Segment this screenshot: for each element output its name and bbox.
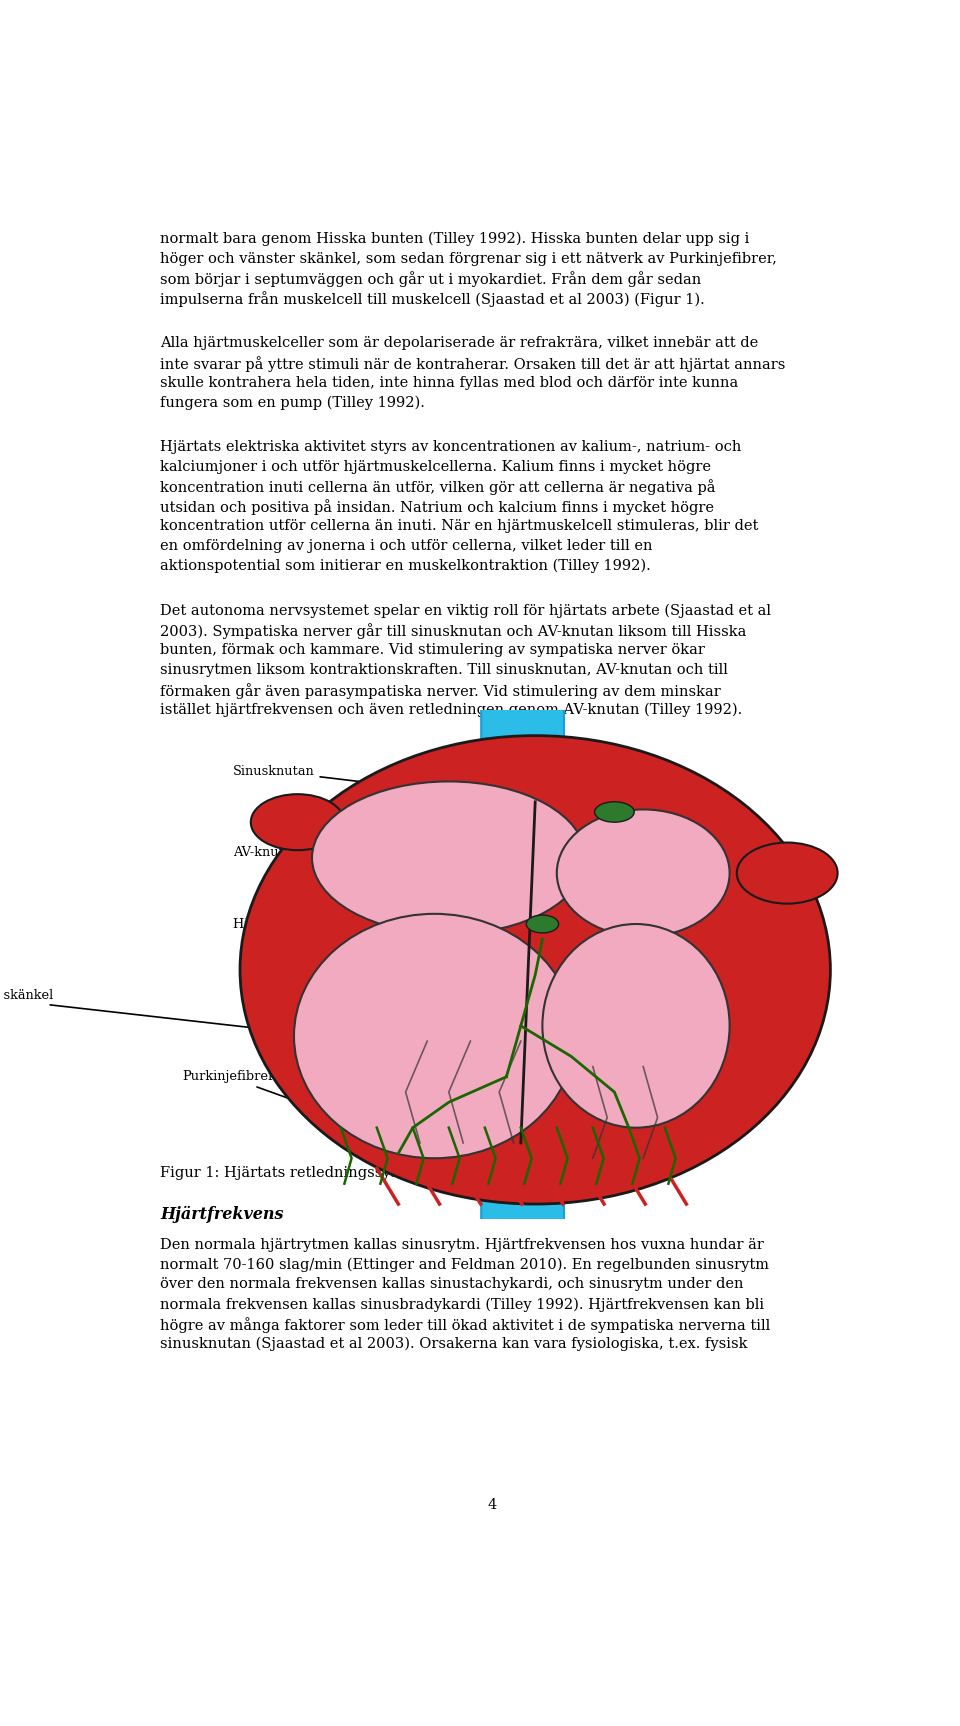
Text: förmaken går även parasympatiska nerver. Vid stimulering av dem minskar: förmaken går även parasympatiska nerver.… [160,683,721,699]
Text: Figur 1: Hjärtats retledningssystem. Teckning Joakim Eriksson.: Figur 1: Hjärtats retledningssystem. Tec… [160,1167,633,1181]
Text: högre av många faktorer som leder till ökad aktivitet i de sympatiska nerverna t: högre av många faktorer som leder till ö… [160,1317,771,1332]
Text: Hjärtats elektriska aktivitet styrs av koncentrationen av kalium-, natrium- och: Hjärtats elektriska aktivitet styrs av k… [160,440,741,454]
Text: aktionspotential som initierar en muskelkontraktion (Tilley 1992).: aktionspotential som initierar en muskel… [160,559,651,573]
Text: som börjar i septumväggen och går ut i myokardiet. Från dem går sedan: som börjar i septumväggen och går ut i m… [160,271,702,287]
Ellipse shape [240,735,830,1205]
Text: kalciumjoner i och utför hjärtmuskelcellerna. Kalium finns i mycket högre: kalciumjoner i och utför hjärtmuskelcell… [160,459,711,473]
Ellipse shape [737,842,837,904]
FancyBboxPatch shape [481,1136,564,1243]
Text: Hisska bunten: Hisska bunten [233,918,523,991]
Text: Den normala hjärtrytmen kallas sinusrytm. Hjärtfrekvensen hos vuxna hundar är: Den normala hjärtrytmen kallas sinusrytm… [160,1238,764,1251]
Ellipse shape [542,923,730,1127]
Text: normala frekvensen kallas sinusbradykardi (Tilley 1992). Hjärtfrekvensen kan bli: normala frekvensen kallas sinusbradykard… [160,1298,764,1312]
Ellipse shape [251,794,345,851]
Text: en omfördelning av jonerna i och utför cellerna, vilket leder till en: en omfördelning av jonerna i och utför c… [160,539,653,552]
Text: istället hjärtfrekvensen och även retledningen genom AV-knutan (Tilley 1992).: istället hjärtfrekvensen och även retled… [160,702,742,718]
Text: impulserna från muskelcell till muskelcell (Sjaastad et al 2003) (Figur 1).: impulserna från muskelcell till muskelce… [160,292,705,307]
Ellipse shape [312,782,586,934]
Text: Alla hjärtmuskelceller som är depolariserade är refrakтära, vilket innebär att d: Alla hjärtmuskelceller som är depolarise… [160,337,758,350]
Text: Det autonoma nervsystemet spelar en viktig roll för hjärtats arbete (Sjaastad et: Det autonoma nervsystemet spelar en vikt… [160,604,771,618]
Text: höger och vänster skänkel, som sedan förgrenar sig i ett nätverk av Purkinjefibr: höger och vänster skänkel, som sedan för… [160,252,777,266]
Text: Höger och vänster skänkel: Höger och vänster skänkel [0,989,502,1058]
Ellipse shape [294,913,575,1158]
Text: Sinusknutan: Sinusknutan [233,765,610,813]
Ellipse shape [557,809,730,937]
Text: Hjärtfrekvens: Hjärtfrekvens [160,1206,283,1224]
Text: över den normala frekvensen kallas sinustachykardi, och sinusrytm under den: över den normala frekvensen kallas sinus… [160,1277,744,1291]
Text: sinusrytmen liksom kontraktionskraften. Till sinusknutan, AV-knutan och till: sinusrytmen liksom kontraktionskraften. … [160,663,728,677]
Text: bunten, förmak och kammare. Vid stimulering av sympatiska nerver ökar: bunten, förmak och kammare. Vid stimuler… [160,644,705,658]
Text: skulle kontrahera hela tiden, inte hinna fyllas med blod och därför inte kunna: skulle kontrahera hela tiden, inte hinna… [160,376,738,390]
Text: fungera som en pump (Tilley 1992).: fungera som en pump (Tilley 1992). [160,395,425,409]
Text: inte svarar på yttre stimuli när de kontraherar. Orsaken till det är att hjärtat: inte svarar på yttre stimuli när de kont… [160,356,785,371]
Text: 2003). Sympatiska nerver går till sinusknutan och AV-knutan liksom till Hisska: 2003). Sympatiska nerver går till sinusk… [160,623,747,639]
FancyBboxPatch shape [481,687,564,784]
Text: normalt 70-160 slag/min (Ettinger and Feldman 2010). En regelbunden sinusrytm: normalt 70-160 slag/min (Ettinger and Fe… [160,1258,769,1272]
Text: Purkinjefibrer: Purkinjefibrer [182,1070,408,1143]
Text: AV-knutan: AV-knutan [233,846,538,923]
Text: koncentration inuti cellerna än utför, vilken gör att cellerna är negativa på: koncentration inuti cellerna än utför, v… [160,480,715,495]
Text: normalt bara genom Hisska bunten (Tilley 1992). Hisska bunten delar upp sig i: normalt bara genom Hisska bunten (Tilley… [160,231,750,247]
Ellipse shape [526,915,559,934]
Text: 4: 4 [488,1498,496,1512]
Ellipse shape [594,803,635,822]
Text: sinusknutan (Sjaastad et al 2003). Orsakerna kan vara fysiologiska, t.ex. fysisk: sinusknutan (Sjaastad et al 2003). Orsak… [160,1338,748,1351]
Text: utsidan och positiva på insidan. Natrium och kalcium finns i mycket högre: utsidan och positiva på insidan. Natrium… [160,499,714,516]
Text: koncentration utför cellerna än inuti. När en hjärtmuskelcell stimuleras, blir d: koncentration utför cellerna än inuti. N… [160,520,758,533]
